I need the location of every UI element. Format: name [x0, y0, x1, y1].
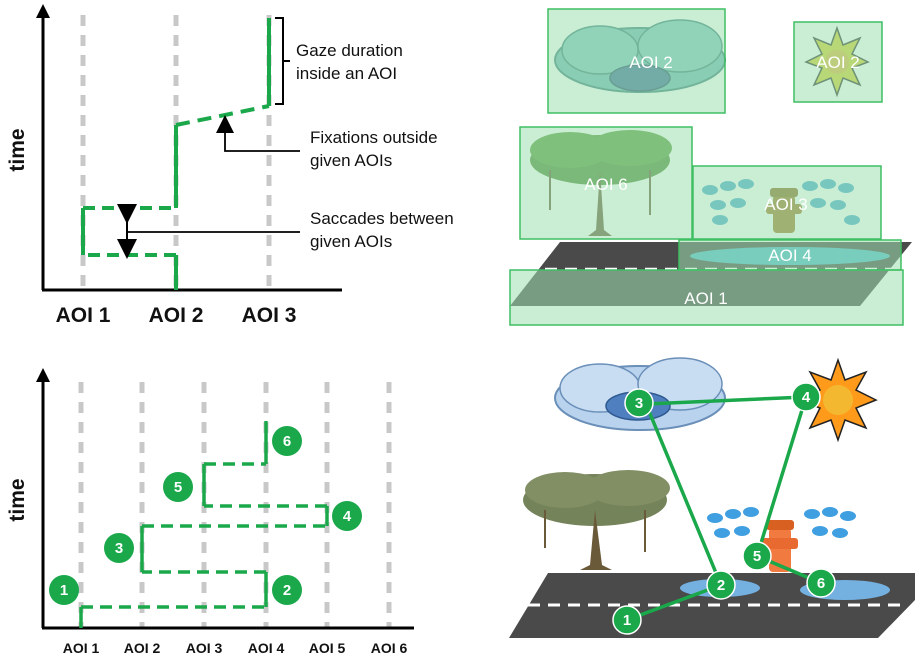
top-y-label: time: [6, 128, 29, 171]
fixation-node-5: 5: [163, 472, 193, 502]
fixation-pointer: [216, 115, 300, 152]
gaze-annotation-line2: inside an AOI: [296, 64, 397, 83]
scene-node-6: 6: [806, 568, 836, 598]
aoi-label-puddle: AOI 4: [768, 246, 811, 265]
water-drops2-icon: [707, 507, 856, 538]
aoi-label-road: AOI 1: [684, 289, 727, 308]
top-x-label-aoi1: AOI 1: [56, 304, 111, 327]
top-x-label-aoi3: AOI 3: [242, 304, 297, 327]
aoi-label-cloud: AOI 2: [629, 53, 672, 72]
top-x-label-aoi2: AOI 2: [149, 304, 204, 327]
aoi-label-sun: AOI 2: [816, 53, 859, 72]
fixation-node-6: 6: [272, 426, 302, 456]
top-timeline-chart: Gaze duration inside an AOI Fixations ou…: [6, 4, 454, 327]
fixation-node-2: 2: [272, 575, 302, 605]
y-axis-arrow-icon: [36, 4, 50, 18]
scene-node-5-label: 5: [753, 548, 761, 565]
aoi-box-sun: [793, 21, 883, 103]
scene-node-4: 4: [791, 382, 821, 412]
tree2-icon: [523, 470, 670, 570]
fixation-annotation-line1: Fixations outside: [310, 128, 438, 147]
aoi-box-puddle: [678, 239, 902, 271]
scene-node-1-label: 1: [623, 612, 631, 629]
scene-node-1: 1: [612, 605, 642, 635]
aoi-box-road: [509, 269, 904, 326]
saccade-annotation-line1: Saccades between: [310, 209, 454, 228]
fixation-outside: [175, 104, 270, 127]
bottom-x-label-aoi6: AOI 6: [371, 640, 408, 656]
bottom-fixation-nodes: 1 2 3 4 5 6: [49, 426, 362, 605]
fixation-node-1: 1: [49, 575, 79, 605]
scene-node-2-label: 2: [717, 577, 725, 594]
saccade-annotation-line2: given AOIs: [310, 232, 392, 251]
bottom-x-label-aoi4: AOI 4: [248, 640, 285, 656]
scene-node-3: 3: [624, 388, 654, 418]
fixation-node-4: 4: [332, 501, 362, 531]
gaze-bracket: [275, 17, 290, 105]
bottom-y-label: time: [6, 478, 29, 521]
scene-node-5: 5: [742, 541, 772, 571]
bottom-x-label-aoi1: AOI 1: [63, 640, 100, 656]
aoi-label-tree: AOI 6: [584, 175, 627, 194]
aoi-box-hydrant: [692, 165, 882, 240]
bottom-x-label-aoi2: AOI 2: [124, 640, 161, 656]
aoi-box-cloud: [547, 8, 726, 114]
scene-node-3-label: 3: [635, 395, 643, 412]
scene-nodes: 1 2 3 4 5 6: [612, 382, 836, 635]
bottom-x-label-aoi3: AOI 3: [186, 640, 223, 656]
top-aoi-scene: AOI 2 AOI 2 AOI 6 AOI 3 AOI 4 AOI 1: [509, 8, 912, 326]
scene-node-2: 2: [706, 570, 736, 600]
scene-node-6-label: 6: [817, 575, 825, 592]
aoi-box-tree: [519, 126, 693, 240]
fixation-node-6-label: 6: [283, 433, 291, 450]
gaze-annotation-line1: Gaze duration: [296, 41, 403, 60]
fixation-node-2-label: 2: [283, 582, 291, 599]
scene-node-4-label: 4: [802, 389, 811, 406]
fixation-node-1-label: 1: [60, 582, 68, 599]
bottom-y-axis-arrow-icon: [36, 368, 50, 382]
fixation-node-3-label: 3: [115, 540, 123, 557]
hydrant2-icon: [762, 520, 798, 572]
sun2-icon: [798, 357, 878, 443]
fixation-annotation-line2: given AOIs: [310, 151, 392, 170]
fixation-node-4-label: 4: [343, 508, 352, 525]
bottom-scanpath-scene: 1 2 3 4 5 6: [509, 357, 915, 638]
cloud2-icon: [554, 357, 726, 431]
fixation-node-3: 3: [104, 533, 134, 563]
bottom-scanpath: [79, 421, 329, 628]
bottom-timeline-chart: 1 2 3 4 5 6 time AOI 1: [6, 368, 414, 656]
bottom-x-label-aoi5: AOI 5: [309, 640, 346, 656]
fixation-node-5-label: 5: [174, 479, 182, 496]
aoi-label-hydrant: AOI 3: [764, 195, 807, 214]
